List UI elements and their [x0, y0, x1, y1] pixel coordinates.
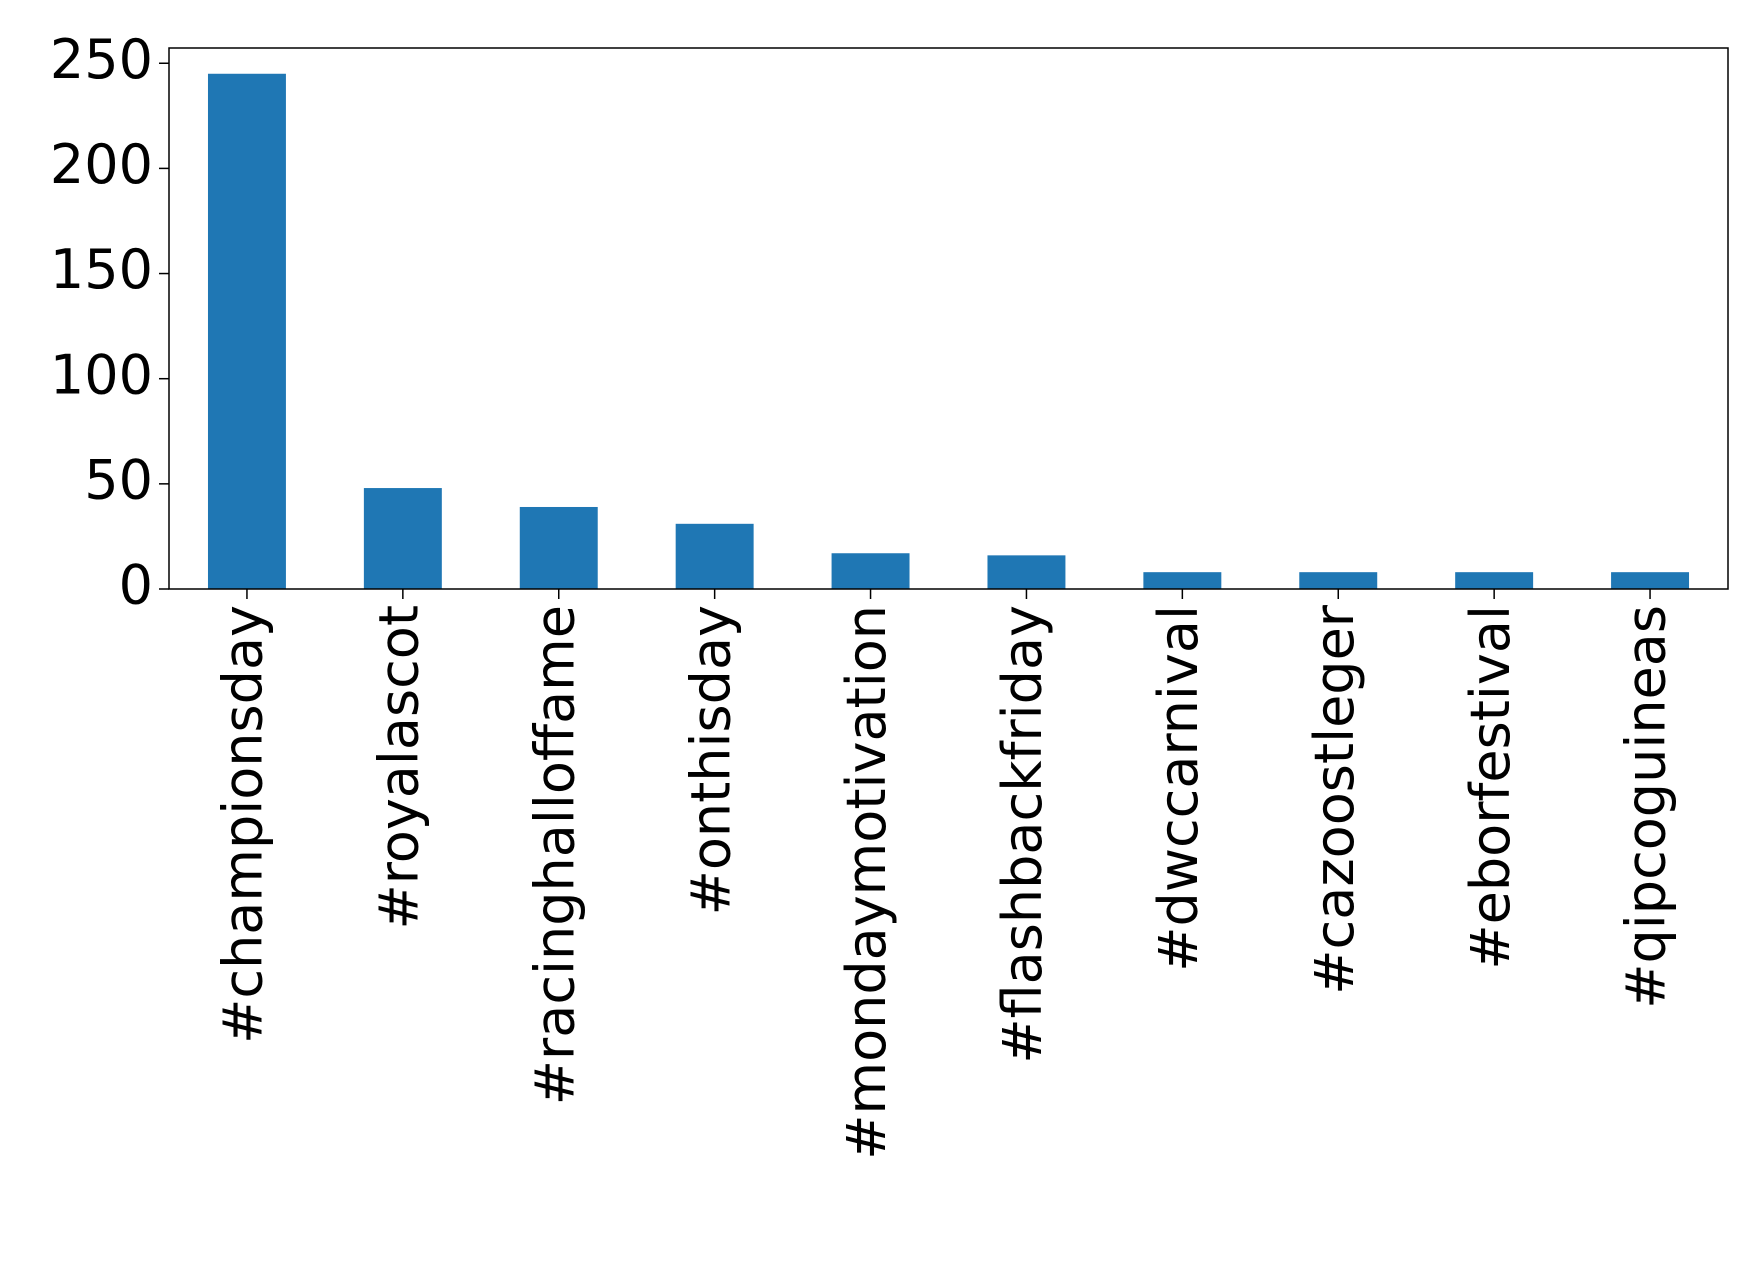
- plot-frame: [168, 47, 1729, 590]
- bar: [675, 523, 754, 589]
- x-tick-label: #mondaymotivation: [835, 605, 898, 1160]
- bar: [1299, 572, 1378, 589]
- y-tick-label: 150: [50, 238, 153, 301]
- bar: [831, 553, 910, 589]
- y-tick-label: 0: [119, 554, 153, 617]
- x-tick-label: #royalascot: [367, 605, 430, 929]
- x-tick-label: #dwccarnival: [1147, 605, 1210, 972]
- x-tick-label: #qipcoguineas: [1615, 605, 1678, 1009]
- x-tick-label: #championsday: [212, 605, 275, 1044]
- bar: [1611, 572, 1690, 589]
- bar: [1143, 572, 1222, 589]
- x-tick-label: #flashbackfriday: [991, 605, 1054, 1064]
- bar: [363, 488, 442, 589]
- x-tick-label: #onthisday: [679, 605, 742, 915]
- bar: [1455, 572, 1534, 589]
- bar: [987, 555, 1066, 589]
- y-tick-label: 250: [50, 28, 153, 91]
- bar: [519, 506, 598, 589]
- y-tick-label: 50: [84, 448, 153, 511]
- x-tick-label: #racinghalloffame: [523, 605, 586, 1105]
- y-tick-label: 200: [50, 133, 153, 196]
- bar: [207, 73, 286, 589]
- y-tick-label: 100: [50, 343, 153, 406]
- x-tick-label: #eborfestival: [1459, 605, 1522, 970]
- x-tick-label: #cazoostleger: [1303, 604, 1366, 994]
